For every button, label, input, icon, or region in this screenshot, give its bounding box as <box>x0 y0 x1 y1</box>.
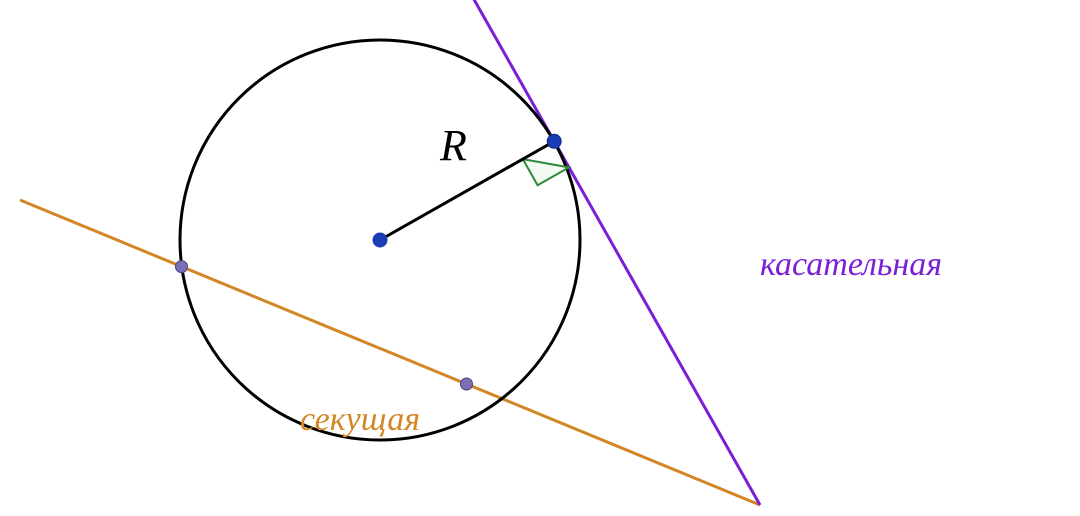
secant-intersection-2 <box>461 378 473 390</box>
radius-label: R <box>439 121 467 170</box>
tangent-point <box>547 134 561 148</box>
geometry-diagram: R касательная секущая <box>0 0 1080 516</box>
tangent-label: касательная <box>760 246 942 283</box>
radius-line <box>380 141 554 240</box>
secant-line <box>20 200 760 505</box>
center-point <box>373 233 387 247</box>
right-angle-marker <box>523 159 569 185</box>
secant-label: секущая <box>300 401 420 438</box>
secant-intersection-1 <box>176 261 188 273</box>
